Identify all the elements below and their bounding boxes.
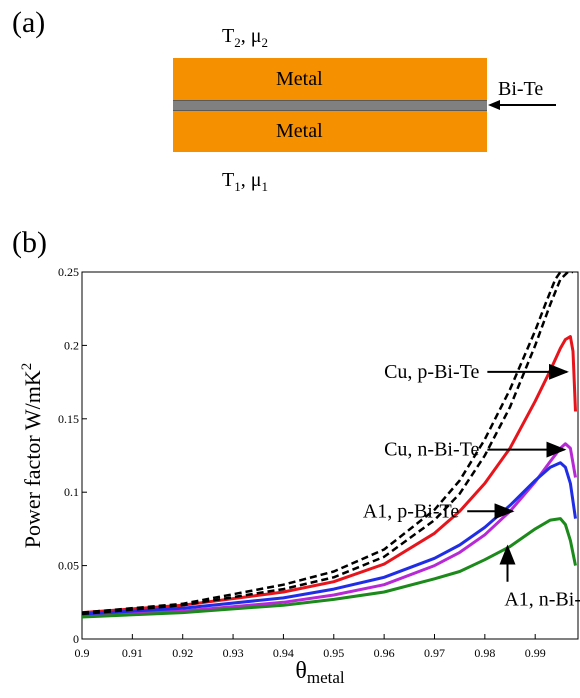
y-tick-label: 0.15: [58, 412, 79, 426]
y-tick-label: 0: [73, 632, 79, 646]
annotation-label-4: A1, n-Bi-Te: [504, 589, 580, 611]
bi-te-layer: [173, 100, 487, 111]
top-boundary-label: T2, μ2: [222, 25, 268, 50]
x-axis-label: θmetal: [295, 658, 345, 687]
panel-a-label: (a): [12, 6, 46, 39]
metal-bottom-layer: [173, 111, 487, 152]
series-group: [82, 272, 577, 619]
series-line-3: [82, 461, 577, 616]
x-tick-label: 0.99: [525, 646, 546, 660]
bi-te-arrow: [488, 100, 556, 110]
annotation-label-1: Cu, p-Bi-Te: [384, 361, 479, 383]
bottom-boundary-label: T1, μ1: [222, 169, 268, 194]
panel-b-label: (b): [12, 226, 47, 259]
x-tick-label: 0.98: [474, 646, 495, 660]
series-line-6: [82, 272, 562, 614]
y-tick-label: 0.2: [64, 338, 79, 352]
x-tick-label: 0.91: [122, 646, 143, 660]
metal-bottom-label: Metal: [276, 120, 323, 142]
bi-te-label: Bi-Te: [498, 78, 544, 100]
x-tick-label: 0.93: [223, 646, 244, 660]
metal-top-label: Metal: [276, 68, 323, 90]
annotation-label-2: Cu, n-Bi-Te: [384, 439, 479, 461]
series-line-5: [82, 272, 573, 616]
x-tick-label: 0.95: [323, 646, 344, 660]
series-line-1: [82, 335, 577, 615]
y-tick-label: 0.25: [58, 265, 79, 279]
x-tick-label: 0.97: [424, 646, 445, 660]
plot-frame: [81, 271, 579, 640]
power-factor-chart: 0.9 0.91 0.92 0.93 0.94 0.95 0.96 0.97 0.98 0.99 0…: [19, 265, 580, 687]
y-tick-label: 0.05: [58, 559, 79, 573]
x-tick-label: 0.96: [374, 646, 395, 660]
y-tick-label: 0.1: [64, 485, 79, 499]
x-tick-label: 0.94: [273, 646, 294, 660]
x-tick-label: 0.9: [75, 646, 90, 660]
x-tick-label: 0.92: [172, 646, 193, 660]
annotation-label-3: A1, p-Bi-Te: [363, 500, 459, 522]
series-line-4: [82, 517, 577, 619]
metal-top-layer: [173, 58, 487, 100]
y-axis-label: Power factor W/mK2: [19, 363, 45, 549]
